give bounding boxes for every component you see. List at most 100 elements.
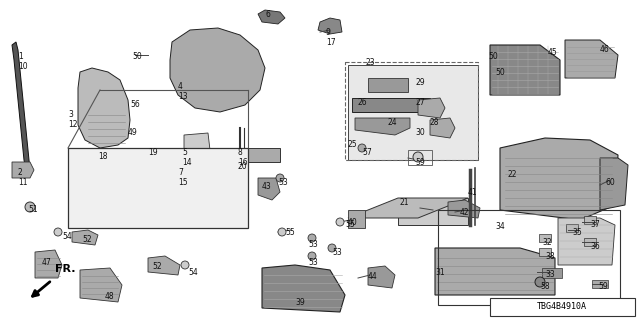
Circle shape [25,202,35,212]
Text: 5: 5 [182,148,187,157]
Text: 29: 29 [415,78,424,87]
Polygon shape [435,248,555,295]
Text: 40: 40 [348,218,358,227]
Text: 19: 19 [148,148,157,157]
Polygon shape [170,28,265,112]
Circle shape [336,218,344,226]
Text: 53: 53 [332,248,342,257]
Circle shape [535,277,545,287]
Text: 18: 18 [98,152,108,161]
Text: 11: 11 [18,178,28,187]
Text: 50: 50 [132,52,141,61]
Polygon shape [600,158,628,210]
Text: 42: 42 [460,208,470,217]
Polygon shape [418,98,445,118]
Text: 28: 28 [430,118,440,127]
Polygon shape [565,40,618,78]
Text: 10: 10 [18,62,28,71]
Text: 52: 52 [82,235,92,244]
Polygon shape [542,268,562,278]
Text: 3: 3 [68,110,73,119]
Text: 53: 53 [308,258,317,267]
Text: 6: 6 [266,10,271,19]
Circle shape [181,261,189,269]
Polygon shape [262,265,345,312]
Text: FR.: FR. [55,264,76,274]
Bar [345,62,478,160]
Polygon shape [368,266,395,288]
Text: 24: 24 [388,118,397,127]
Text: 44: 44 [368,272,378,281]
Text: 59: 59 [598,282,608,291]
Text: 4: 4 [178,82,183,91]
Text: 38: 38 [545,252,555,261]
Polygon shape [12,42,30,170]
Text: 22: 22 [508,170,518,179]
Polygon shape [184,133,210,158]
Text: 39: 39 [295,298,305,307]
Text: 21: 21 [400,198,410,207]
Text: 34: 34 [495,222,505,231]
Polygon shape [348,198,468,218]
Text: 31: 31 [435,268,445,277]
Text: 53: 53 [308,240,317,249]
Text: 37: 37 [590,220,600,229]
Circle shape [328,244,336,252]
Text: 52: 52 [152,262,162,271]
Text: 54: 54 [62,232,72,241]
Circle shape [278,228,286,236]
Text: 45: 45 [548,48,557,57]
Polygon shape [258,178,280,200]
Polygon shape [78,68,130,148]
Polygon shape [490,45,560,95]
Circle shape [308,252,316,260]
Polygon shape [348,210,365,228]
Text: 50: 50 [488,52,498,61]
Polygon shape [398,198,468,225]
Bar [408,150,432,165]
Text: 1: 1 [18,52,23,61]
Text: 13: 13 [178,92,188,101]
Bar [490,298,635,316]
Text: 41: 41 [468,188,477,197]
Circle shape [413,152,423,162]
Polygon shape [258,10,285,24]
Text: 27: 27 [415,98,424,107]
Text: 32: 32 [542,238,552,247]
Text: 16: 16 [238,158,248,167]
Text: 55: 55 [285,228,295,237]
Polygon shape [584,216,596,224]
Text: 49: 49 [128,128,138,137]
Polygon shape [182,160,200,180]
Polygon shape [72,230,98,245]
Text: 7: 7 [178,168,183,177]
Text: 54: 54 [188,268,198,277]
Polygon shape [539,248,551,256]
Text: 56: 56 [130,100,140,109]
Polygon shape [566,224,578,232]
Polygon shape [148,256,180,275]
Text: 15: 15 [178,178,188,187]
Polygon shape [592,280,608,288]
Text: 9: 9 [326,28,331,37]
Polygon shape [355,118,410,135]
Text: 35: 35 [572,228,582,237]
Text: 50: 50 [495,68,505,77]
Text: 53: 53 [278,178,288,187]
Text: 57: 57 [362,148,372,157]
Polygon shape [12,162,34,178]
Circle shape [358,144,366,152]
Bar [68,148,248,228]
Polygon shape [80,268,122,302]
Text: 23: 23 [365,58,374,67]
Polygon shape [558,218,615,265]
Text: 55: 55 [345,220,355,229]
Text: 59: 59 [415,158,425,167]
Polygon shape [448,200,480,218]
Circle shape [276,174,284,182]
Text: 60: 60 [605,178,615,187]
Polygon shape [584,238,596,246]
Text: 33: 33 [545,270,555,279]
Polygon shape [35,250,62,278]
Text: 48: 48 [105,292,115,301]
